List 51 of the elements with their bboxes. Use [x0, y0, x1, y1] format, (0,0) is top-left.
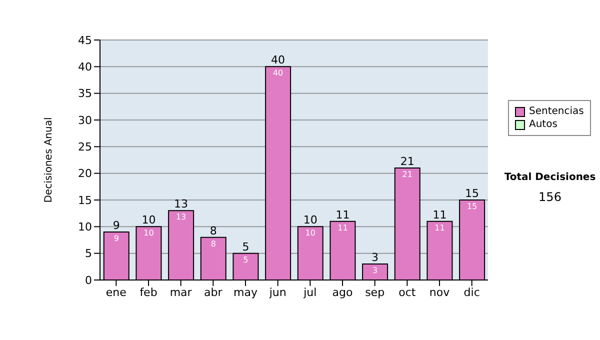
- y-tick-label: 35: [78, 87, 92, 100]
- data-label: 5: [243, 255, 248, 264]
- y-tick-label: 25: [78, 140, 92, 154]
- total-label: 10: [142, 214, 156, 227]
- legend-label: Sentencias: [529, 105, 584, 118]
- x-tick-label: oct: [398, 286, 416, 299]
- data-label: 10: [305, 228, 316, 238]
- x-tick-label: dic: [464, 286, 480, 299]
- x-tick-label: abr: [204, 286, 223, 299]
- y-tick-label: 20: [78, 167, 92, 180]
- total-label: 15: [465, 187, 480, 200]
- total-label: 3: [372, 251, 379, 264]
- y-tick-label: 30: [78, 114, 92, 127]
- y-tick-label: 0: [85, 274, 92, 287]
- legend-label: Autos: [529, 118, 558, 131]
- x-tick-label: nov: [429, 286, 450, 299]
- x-tick-label: feb: [140, 286, 158, 299]
- data-label: 3: [372, 266, 378, 275]
- x-tick-label: may: [234, 286, 258, 299]
- data-label: 11: [434, 223, 445, 232]
- total-label: 11: [432, 208, 447, 222]
- y-tick-label: 15: [78, 194, 92, 207]
- data-label: 21: [402, 170, 412, 179]
- text: Total Decisiones: [503, 172, 597, 183]
- x-tick-label: mar: [170, 286, 192, 299]
- data-label: 8: [210, 239, 216, 248]
- total-label: 5: [242, 240, 250, 254]
- total-label: 9: [112, 219, 120, 232]
- data-label: 13: [176, 212, 186, 222]
- data-label: 15: [466, 202, 478, 211]
- total-label: 11: [336, 208, 350, 222]
- x-tick-label: jun: [268, 286, 286, 299]
- total-label: 40: [271, 54, 286, 67]
- x-tick-label: jul: [302, 286, 317, 299]
- data-label: 10: [144, 228, 154, 238]
- data-label: 11: [338, 223, 348, 232]
- x-tick-label: ago: [332, 286, 353, 299]
- y-tick-label: 10: [78, 220, 92, 234]
- total-label: 13: [174, 198, 188, 211]
- total-label: 21: [400, 155, 414, 168]
- y-axis-title: Decisiones Anual: [44, 117, 55, 203]
- y-tick-label: 40: [78, 60, 92, 74]
- total-label: 10: [303, 214, 318, 227]
- y-tick-label: 5: [85, 247, 92, 260]
- y-tick-label: 45: [78, 34, 92, 47]
- total-label: 8: [210, 224, 217, 238]
- text: 156: [538, 190, 562, 204]
- x-tick-label: ene: [106, 286, 127, 299]
- data-label: 40: [272, 68, 284, 78]
- data-label: 9: [114, 234, 119, 243]
- x-tick-label: sep: [365, 286, 385, 299]
